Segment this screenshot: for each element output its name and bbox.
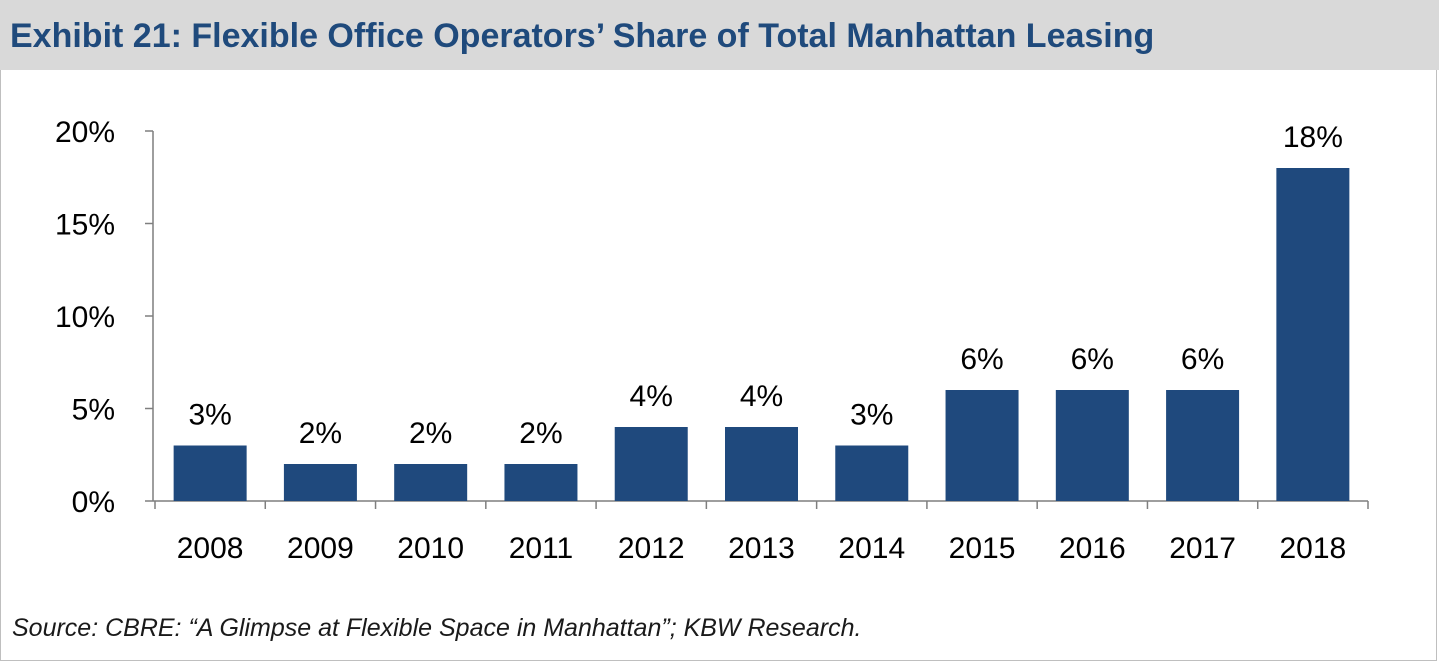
- data-label: 6%: [1181, 343, 1224, 376]
- x-tick-label: 2011: [509, 532, 574, 565]
- x-tick-label: 2016: [1059, 532, 1126, 565]
- bar-2010: [394, 464, 468, 501]
- x-tick-label: 2013: [728, 532, 795, 565]
- data-label: 3%: [188, 399, 231, 432]
- bar-2014: [835, 445, 909, 501]
- bar-2008: [173, 445, 247, 501]
- x-tick-label: 2009: [287, 532, 354, 565]
- chart-title: Exhibit 21: Flexible Office Operators’ S…: [10, 17, 1155, 55]
- data-label: 18%: [1283, 121, 1343, 154]
- data-label: 4%: [630, 380, 673, 413]
- data-label: 6%: [1071, 343, 1114, 376]
- data-label: 2%: [409, 417, 452, 450]
- chart-header: Exhibit 21: Flexible Office Operators’ S…: [0, 0, 1439, 70]
- bar-2017: [1166, 390, 1240, 501]
- chart-frame: [0, 70, 1437, 661]
- x-tick-label: 2012: [618, 532, 685, 565]
- bar-2012: [614, 427, 688, 501]
- bar-2011: [504, 464, 578, 501]
- y-tick-label: 15%: [55, 209, 115, 242]
- bar-2013: [725, 427, 798, 501]
- source-note: Source: CBRE: “A Glimpse at Flexible Spa…: [12, 614, 862, 642]
- x-tick-label: 2010: [397, 532, 464, 565]
- x-tick-label: 2008: [177, 532, 244, 565]
- bar-2016: [1055, 390, 1129, 501]
- bar-2009: [283, 464, 357, 501]
- y-tick-label: 0%: [72, 486, 115, 519]
- x-tick-label: 2015: [949, 532, 1016, 565]
- y-tick-label: 10%: [55, 301, 115, 334]
- x-tick-label: 2017: [1169, 532, 1236, 565]
- x-tick-label: 2014: [838, 532, 905, 565]
- bar-2018: [1276, 168, 1350, 501]
- data-label: 2%: [519, 417, 562, 450]
- data-label: 4%: [740, 380, 783, 413]
- data-label: 2%: [299, 417, 342, 450]
- x-tick-label: 2018: [1279, 532, 1346, 565]
- y-tick-label: 20%: [55, 116, 115, 149]
- data-label: 3%: [850, 399, 893, 432]
- bar-2015: [945, 390, 1019, 501]
- data-label: 6%: [960, 343, 1003, 376]
- y-tick-label: 5%: [72, 394, 115, 427]
